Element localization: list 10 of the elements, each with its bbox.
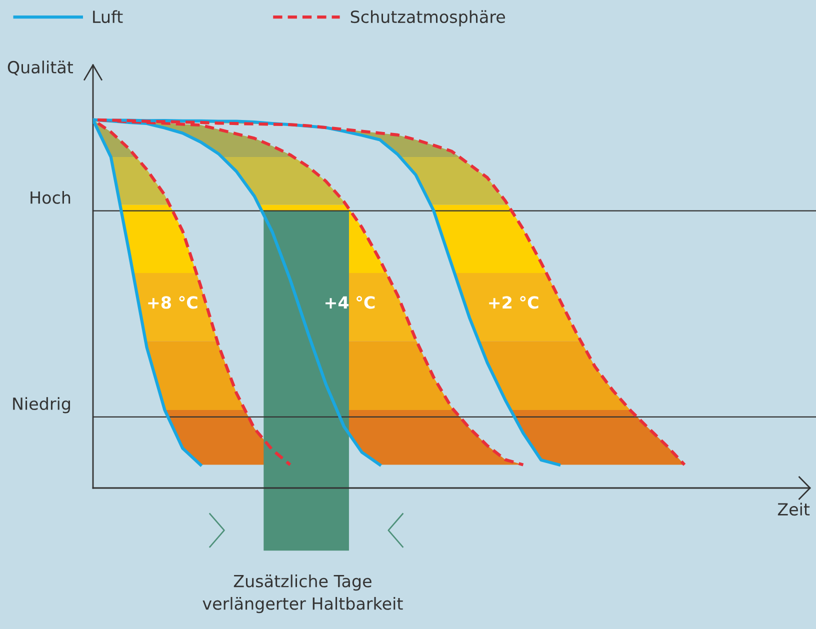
ref-line-label: Niedrig — [13, 397, 70, 414]
text: Zusätzliche Tage verlängerter Haltbarkeit — [202, 574, 403, 614]
text: Zeit — [778, 502, 810, 516]
y-axis-title: Qualität — [8, 60, 73, 76]
annotation: +8 °C — [148, 296, 198, 309]
ref-line-label: Hoch — [30, 190, 70, 204]
legend-label: Luft — [93, 10, 123, 24]
legend-label: Schutzatmosphäre — [350, 10, 506, 26]
annotation: +2 °C — [489, 296, 538, 309]
annotation: +4 °C — [326, 296, 375, 309]
